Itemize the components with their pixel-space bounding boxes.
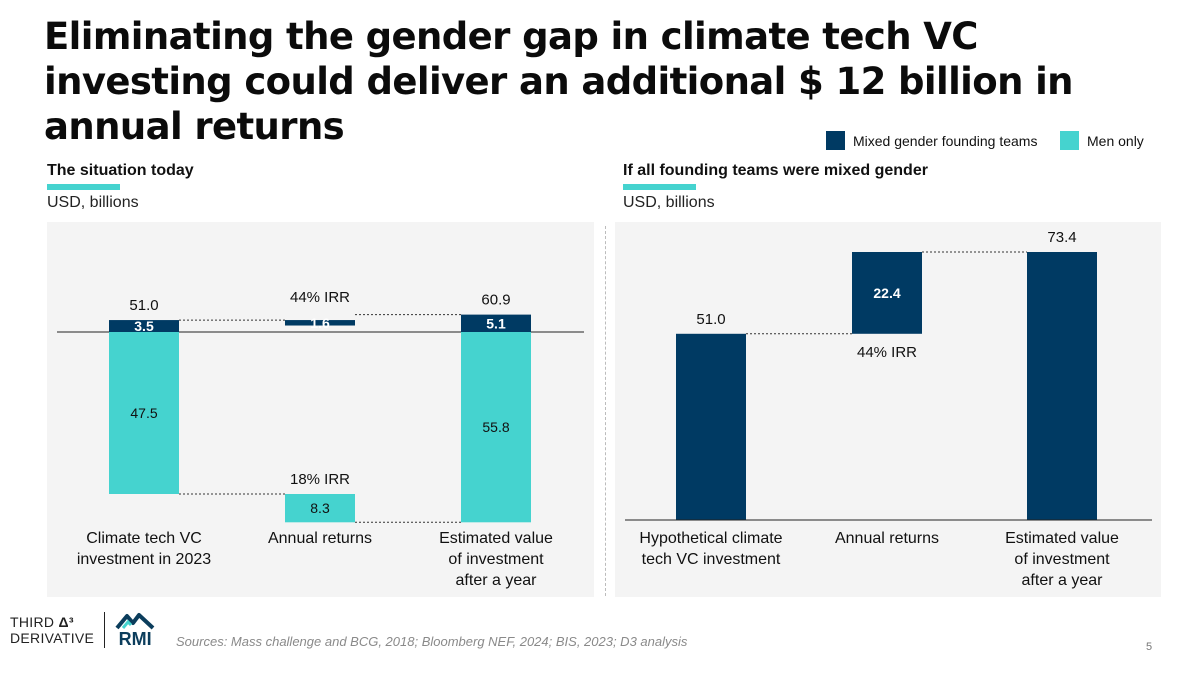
right-category-label: tech VC investment bbox=[642, 551, 781, 568]
left-unit: USD, billions bbox=[47, 194, 139, 211]
left-category-label: after a year bbox=[456, 572, 538, 589]
brand-logos: THIRD Δ³ DERIVATIVE RMI bbox=[10, 612, 155, 648]
bar-men-value bbox=[461, 332, 531, 523]
legend-men: Men only bbox=[1060, 131, 1144, 150]
bar-men-investment bbox=[109, 332, 179, 494]
third-derivative-logo: THIRD Δ³ DERIVATIVE bbox=[10, 614, 94, 646]
page-title: Eliminating the gender gap in climate te… bbox=[44, 15, 1074, 148]
left-heading-underline bbox=[47, 184, 120, 190]
label-men-investment: 47.5 bbox=[130, 405, 157, 421]
rmi-logo: RMI bbox=[115, 612, 155, 648]
sources-note: Sources: Mass challenge and BCG, 2018; B… bbox=[176, 634, 688, 649]
rmi-wordmark: RMI bbox=[118, 629, 152, 649]
bar-hypothetical-investment bbox=[676, 333, 746, 520]
total-hypothetical-value: 73.4 bbox=[1047, 229, 1076, 246]
total-value: 60.9 bbox=[481, 292, 510, 309]
label-hypothetical-returns: 22.4 bbox=[873, 285, 900, 301]
panel-divider bbox=[605, 226, 606, 596]
right-category-label: Hypothetical climate bbox=[639, 530, 782, 547]
mountain-icon bbox=[115, 613, 155, 630]
irr-right: 44% IRR bbox=[857, 344, 917, 361]
right-category-label: of investment bbox=[1014, 551, 1110, 568]
label-mixed-returns: 1.6 bbox=[310, 315, 330, 331]
bar-mixed-returns bbox=[285, 320, 355, 326]
bar-mixed-investment bbox=[109, 320, 179, 332]
total-hypothetical: 51.0 bbox=[696, 311, 725, 328]
page-number: 5 bbox=[1146, 641, 1153, 653]
d3-icon: Δ³ bbox=[58, 614, 74, 630]
left-heading-text: The situation today bbox=[47, 162, 194, 179]
legend-mixed: Mixed gender founding teams bbox=[826, 131, 1037, 150]
right-heading-underline bbox=[623, 184, 696, 190]
irr-men-left: 18% IRR bbox=[290, 471, 350, 488]
label-men-returns: 8.3 bbox=[310, 500, 330, 516]
legend-swatch-mixed bbox=[826, 131, 845, 150]
bar-hypothetical-returns bbox=[852, 252, 922, 334]
legend-label-men: Men only bbox=[1087, 132, 1144, 149]
left-category-label: Estimated value bbox=[439, 530, 553, 547]
bar-mixed-value bbox=[461, 314, 531, 332]
third-derivative-word-1: THIRD bbox=[10, 614, 55, 630]
bar-men-returns bbox=[285, 494, 355, 523]
left-category-label: Annual returns bbox=[268, 530, 372, 547]
right-category-label: after a year bbox=[1022, 572, 1104, 589]
label-mixed-value: 5.1 bbox=[486, 315, 506, 331]
right-heading-text: If all founding teams were mixed gender bbox=[623, 162, 928, 179]
left-category-label: of investment bbox=[448, 551, 544, 568]
right-category-label: Annual returns bbox=[835, 530, 939, 547]
left-panel-heading: The situation today bbox=[47, 162, 194, 190]
right-panel-heading: If all founding teams were mixed gender bbox=[623, 162, 928, 190]
irr-mixed-left: 44% IRR bbox=[290, 289, 350, 306]
left-category-label: investment in 2023 bbox=[77, 551, 211, 568]
legend-swatch-men bbox=[1060, 131, 1079, 150]
third-derivative-word-2: DERIVATIVE bbox=[10, 630, 95, 646]
total-investment: 51.0 bbox=[129, 297, 158, 314]
legend-label-mixed: Mixed gender founding teams bbox=[853, 132, 1038, 149]
right-unit: USD, billions bbox=[623, 194, 715, 211]
right-category-label: Estimated value bbox=[1005, 530, 1119, 547]
logo-separator bbox=[104, 612, 106, 648]
label-men-value: 55.8 bbox=[482, 419, 509, 435]
label-mixed-investment: 3.5 bbox=[134, 318, 154, 334]
left-category-label: Climate tech VC bbox=[86, 530, 202, 547]
bar-hypothetical-value bbox=[1027, 252, 1097, 520]
